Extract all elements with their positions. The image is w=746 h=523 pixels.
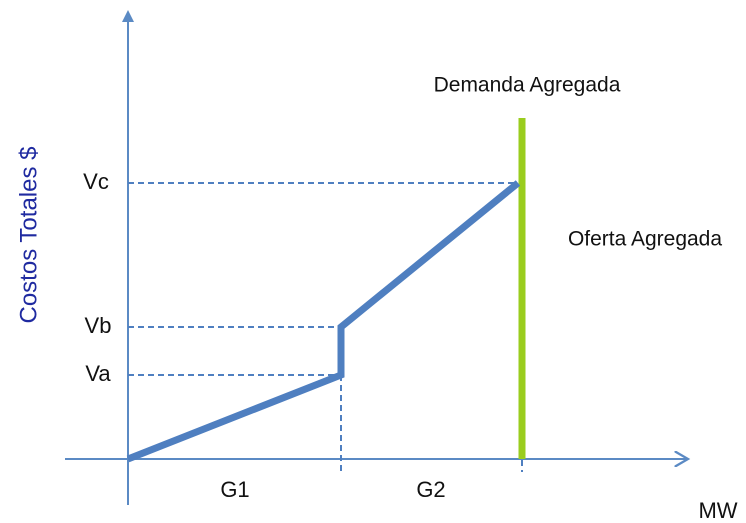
segment-label: G1 xyxy=(220,477,249,502)
level-label: Vc xyxy=(83,169,109,194)
segment-label: G2 xyxy=(416,477,445,502)
demand-label: Demanda Agregada xyxy=(434,74,621,97)
y-axis-title: Costos Totales $ xyxy=(15,147,42,324)
level-label: Va xyxy=(85,361,111,386)
level-label: Vb xyxy=(85,313,112,338)
x-axis-title: MW xyxy=(698,498,737,523)
supply-label: Oferta Agregada xyxy=(568,228,722,251)
cost-curve xyxy=(126,180,521,463)
